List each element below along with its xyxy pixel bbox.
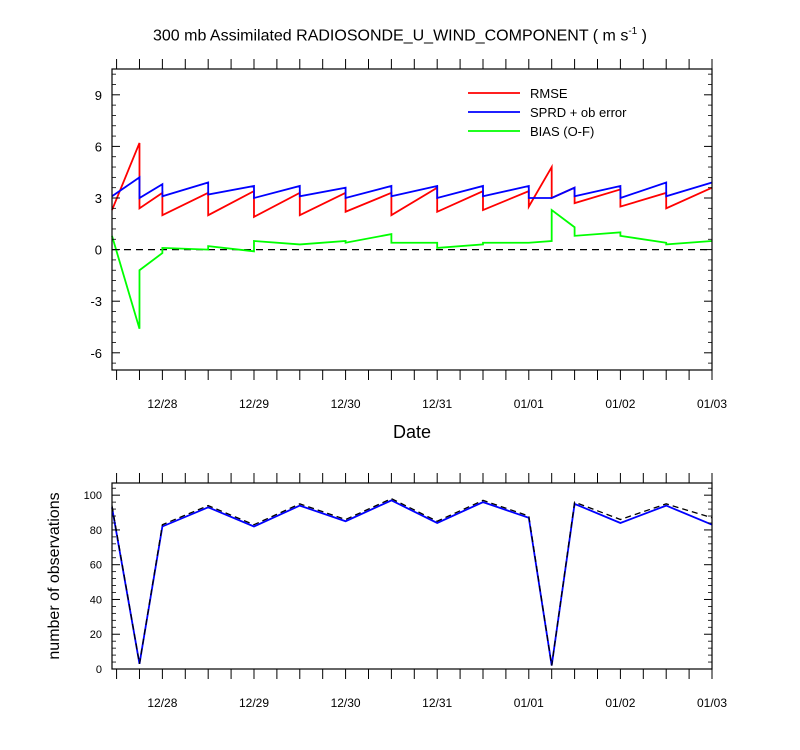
x-tick-label: 12/30	[331, 696, 361, 710]
y-tick-label: 20	[90, 629, 102, 641]
x-axis-label: Date	[393, 422, 431, 442]
plot-frame	[111, 68, 713, 371]
series-line-observations-used	[111, 499, 713, 666]
y-tick-label: 9	[95, 88, 102, 103]
bottom-panel: 0 20 40 60 80 100 12/28 12/29 12/30 12/31 01/01 01/…	[46, 473, 727, 710]
x-tick-label: 12/31	[422, 696, 452, 710]
x-tick-label: 12/30	[331, 397, 361, 411]
title-text: 300 mb Assimilated RADIOSONDE_U_WIND_COM…	[152, 27, 629, 45]
legend: RMSE SPRD + ob error BIAS (O-F)	[468, 86, 627, 139]
x-tick-label: 01/03	[697, 696, 727, 710]
y-tick-label: 0	[95, 243, 102, 258]
legend-label: SPRD + ob error	[530, 105, 627, 120]
x-tick-label: 12/28	[147, 696, 177, 710]
x-tick-label: 12/29	[239, 397, 269, 411]
x-tick-label: 12/28	[147, 397, 177, 411]
y-tick-label: 100	[84, 490, 102, 502]
x-tick-label: 01/03	[697, 397, 727, 411]
y-tick-label: -3	[90, 294, 102, 309]
y-tick-label: -6	[90, 346, 102, 361]
y-tick-label: 0	[96, 664, 102, 676]
top-panel: -6 -3 0 3 6 9 12/28 12/29 12/30 12/31 01/01 01/02 01…	[90, 59, 727, 442]
x-tick-label: 01/01	[514, 696, 544, 710]
legend-label: RMSE	[530, 86, 568, 101]
y-tick-label: 3	[95, 191, 102, 206]
plot-frame	[111, 482, 713, 670]
series-line-bias-o-f	[111, 208, 713, 329]
series-line-rmse	[111, 142, 713, 219]
x-tick-label: 01/01	[514, 397, 544, 411]
x-tick-label: 12/31	[422, 397, 452, 411]
legend-label: BIAS (O-F)	[530, 124, 594, 139]
y-axis-label: number of observations	[46, 492, 63, 659]
y-tick-label: 40	[90, 594, 102, 606]
x-tick-label: 01/02	[605, 696, 635, 710]
series-line-sprd-ob-error	[111, 175, 713, 200]
title-suffix: )	[637, 27, 648, 45]
x-tick-label: 12/29	[239, 696, 269, 710]
series-line-observations-possible	[111, 497, 713, 666]
y-tick-label: 80	[90, 525, 102, 537]
y-tick-label: 6	[95, 139, 102, 154]
y-tick-label: 60	[90, 560, 102, 572]
chart-title: 300 mb Assimilated RADIOSONDE_U_WIND_COM…	[0, 26, 800, 45]
x-tick-label: 01/02	[605, 397, 635, 411]
title-superscript: -1	[628, 26, 638, 37]
